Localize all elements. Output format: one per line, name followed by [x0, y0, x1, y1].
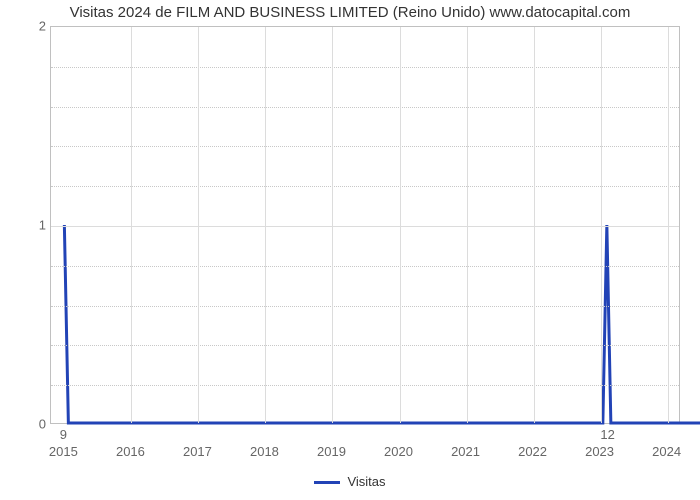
- grid-line-v: [467, 27, 468, 423]
- grid-line-v: [198, 27, 199, 423]
- grid-line-v: [400, 27, 401, 423]
- x-axis-label: 2024: [652, 444, 681, 459]
- grid-line-v: [601, 27, 602, 423]
- y-axis-label: 0: [6, 417, 46, 432]
- grid-line-h: [51, 266, 679, 267]
- x-axis-label: 2020: [384, 444, 413, 459]
- grid-line-v: [332, 27, 333, 423]
- grid-line-h: [51, 385, 679, 386]
- legend-label: Visitas: [347, 474, 385, 489]
- legend-swatch: [314, 481, 340, 484]
- x-axis-label: 2022: [518, 444, 547, 459]
- x-axis-label: 2016: [116, 444, 145, 459]
- x-axis-label: 2021: [451, 444, 480, 459]
- grid-line-h: [51, 226, 679, 227]
- grid-line-h: [51, 345, 679, 346]
- grid-line-v: [131, 27, 132, 423]
- data-point-label: 9: [60, 427, 67, 442]
- x-axis-label: 2017: [183, 444, 212, 459]
- grid-line-v: [534, 27, 535, 423]
- x-axis-label: 2023: [585, 444, 614, 459]
- x-axis-label: 2018: [250, 444, 279, 459]
- grid-line-h: [51, 107, 679, 108]
- grid-line-h: [51, 146, 679, 147]
- y-axis-label: 2: [6, 19, 46, 34]
- chart-container: Visitas 2024 de FILM AND BUSINESS LIMITE…: [0, 0, 700, 500]
- line-series: [51, 27, 679, 423]
- plot-area: [50, 26, 680, 424]
- x-axis-label: 2019: [317, 444, 346, 459]
- grid-line-h: [51, 67, 679, 68]
- data-point-label: 12: [600, 427, 614, 442]
- grid-line-h: [51, 186, 679, 187]
- chart-title: Visitas 2024 de FILM AND BUSINESS LIMITE…: [0, 4, 700, 21]
- grid-line-v: [265, 27, 266, 423]
- legend: Visitas: [0, 474, 700, 489]
- grid-line-v: [668, 27, 669, 423]
- x-axis-label: 2015: [49, 444, 78, 459]
- grid-line-h: [51, 306, 679, 307]
- y-axis-label: 1: [6, 218, 46, 233]
